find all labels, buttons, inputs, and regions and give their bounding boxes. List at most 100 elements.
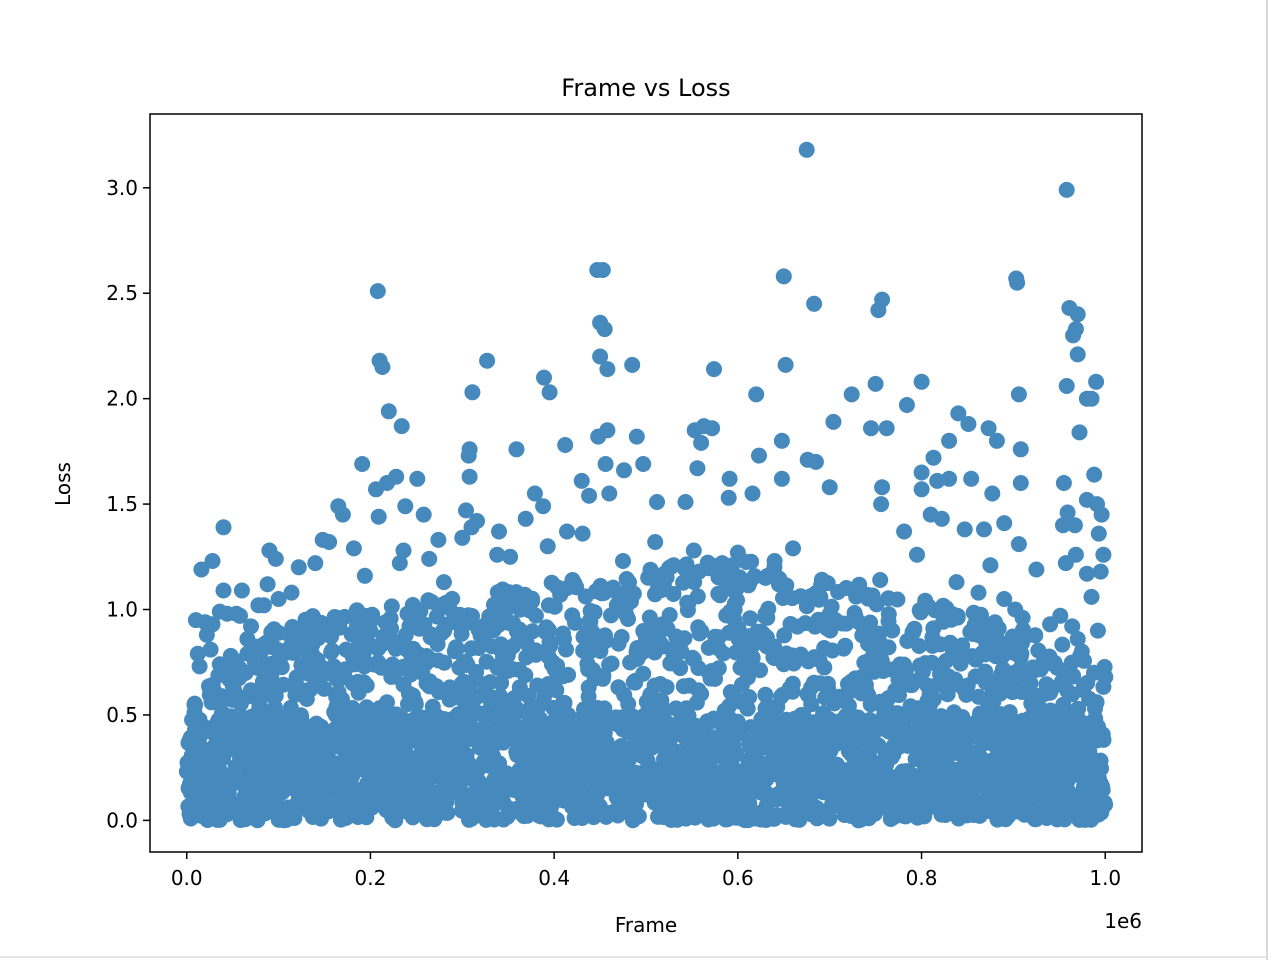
data-point: [416, 711, 433, 728]
data-point: [463, 640, 480, 657]
x-tick-label: 0.4: [538, 866, 570, 890]
data-point: [956, 735, 972, 752]
data-point: [267, 735, 284, 752]
data-point: [263, 655, 280, 672]
data-point: [227, 686, 244, 702]
data-point: [482, 674, 499, 691]
data-point: [734, 777, 751, 793]
data-point: [825, 413, 842, 430]
data-point: [781, 680, 798, 697]
data-point: [896, 656, 912, 673]
data-point: [426, 737, 443, 754]
data-point: [776, 727, 793, 743]
data-point: [495, 793, 511, 810]
data-point: [624, 356, 641, 373]
data-point: [1086, 466, 1103, 483]
data-point: [1097, 669, 1114, 685]
data-point: [1088, 803, 1105, 820]
data-point: [699, 554, 716, 571]
data-point: [405, 797, 422, 814]
data-point: [448, 639, 464, 656]
data-point: [304, 720, 321, 737]
data-point: [794, 754, 811, 771]
data-point: [963, 470, 980, 487]
data-point: [933, 510, 950, 527]
data-point: [785, 540, 801, 557]
data-point: [798, 141, 815, 158]
data-point: [549, 668, 566, 685]
data-point: [950, 405, 967, 422]
data-point: [262, 667, 279, 684]
data-point: [527, 738, 544, 755]
data-point: [470, 620, 487, 637]
data-point: [380, 403, 397, 420]
data-point: [557, 437, 574, 453]
data-point: [876, 706, 893, 723]
data-point: [601, 656, 618, 673]
data-point: [539, 732, 556, 749]
data-point: [201, 751, 218, 768]
data-point: [539, 538, 556, 555]
data-point: [625, 585, 642, 602]
x-tick-label: 0.2: [355, 866, 387, 890]
data-point: [582, 698, 599, 715]
data-point: [949, 644, 966, 661]
data-point: [976, 521, 992, 538]
data-point: [995, 747, 1012, 764]
data-point: [774, 766, 791, 783]
data-point: [237, 727, 254, 744]
data-point: [748, 386, 765, 403]
data-point: [710, 629, 727, 646]
data-point: [311, 670, 327, 687]
data-point: [435, 719, 452, 736]
data-point: [524, 752, 540, 769]
data-point: [599, 361, 616, 378]
data-point: [509, 766, 526, 782]
data-point: [721, 698, 737, 715]
data-point: [768, 791, 785, 808]
data-point: [290, 788, 307, 805]
data-point: [994, 648, 1011, 665]
data-point: [1038, 810, 1055, 826]
data-point: [184, 711, 201, 728]
data-point: [782, 616, 799, 632]
data-point: [638, 733, 655, 749]
data-point: [689, 588, 706, 605]
data-point: [204, 687, 221, 704]
data-point: [715, 645, 732, 662]
data-point: [267, 550, 284, 567]
data-point: [249, 812, 266, 829]
data-point: [532, 808, 549, 825]
data-point: [1012, 770, 1029, 787]
data-point: [332, 736, 349, 753]
data-point: [264, 749, 281, 766]
data-point: [800, 797, 816, 814]
data-point: [925, 449, 942, 466]
data-point: [232, 607, 248, 624]
data-point: [925, 691, 942, 708]
data-point: [1066, 517, 1083, 534]
data-point: [187, 697, 204, 714]
data-point: [279, 767, 296, 784]
data-point: [512, 601, 529, 618]
data-point: [254, 719, 271, 736]
data-point: [1092, 563, 1109, 580]
data-point: [632, 782, 649, 799]
data-point: [477, 781, 494, 798]
data-point: [675, 678, 692, 695]
data-point: [323, 644, 340, 661]
data-point: [914, 726, 931, 743]
data-point: [204, 553, 221, 569]
data-point: [742, 610, 759, 627]
data-point: [251, 701, 268, 718]
data-point: [428, 784, 445, 801]
data-point: [1073, 643, 1090, 660]
data-point: [693, 434, 710, 451]
data-point: [775, 268, 792, 285]
data-point: [307, 555, 324, 572]
data-point: [275, 676, 292, 693]
data-point: [891, 687, 907, 704]
data-point: [641, 609, 658, 626]
data-point: [665, 557, 682, 574]
data-point: [819, 675, 836, 692]
